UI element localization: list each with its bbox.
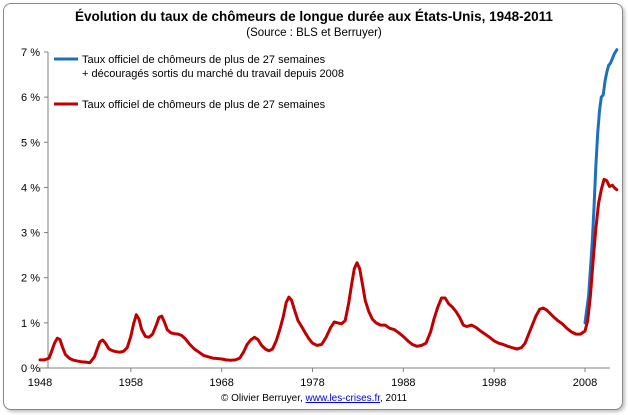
y-tick-label: 5 % [21,137,40,149]
x-tick-label: 1988 [391,377,415,389]
series-line-official [38,177,619,365]
x-axis-ticks: 1948 1958 1968 1978 1988 1998 2008 [28,368,597,389]
series-layer [38,48,619,365]
y-tick-label: 6 % [21,92,40,104]
credit-suffix: , 2011 [380,393,408,404]
x-tick-label: 1998 [482,377,506,389]
x-tick-label: 1968 [209,377,233,389]
credit-link[interactable]: www.les-crises.fr [305,393,380,404]
y-tick-label: 2 % [21,273,40,285]
legend-label-blue-line2: + découragés sortis du marché du travail… [82,68,344,80]
legend: Taux officiel de chômeurs de plus de 27 … [54,54,344,111]
y-tick-label: 3 % [21,228,40,240]
chart-subtitle: (Source : BLS et Berruyer) [246,27,382,39]
credit-prefix: © Olivier Berruyer, [220,393,306,404]
y-tick-label: 0 % [21,363,40,375]
y-tick-label: 7 % [21,47,40,59]
legend-label-red: Taux officiel de chômeurs de plus de 27 … [82,99,326,111]
chart-title: Évolution du taux de chômeurs de longue … [75,9,553,24]
credit-line: © Olivier Berruyer, www.les-crises.fr, 2… [0,393,628,404]
series-line-with-discouraged [583,48,619,325]
x-tick-label: 1978 [300,377,324,389]
x-tick-label: 1958 [119,377,143,389]
legend-label-blue: Taux officiel de chômeurs de plus de 27 … [82,54,326,66]
y-tick-label: 1 % [21,318,40,330]
x-tick-label: 1948 [28,377,52,389]
x-tick-label: 2008 [573,377,597,389]
y-axis-ticks: 0 % 1 % 2 % 3 % 4 % 5 % 6 % 7 % [21,47,48,375]
y-tick-label: 4 % [21,182,40,194]
